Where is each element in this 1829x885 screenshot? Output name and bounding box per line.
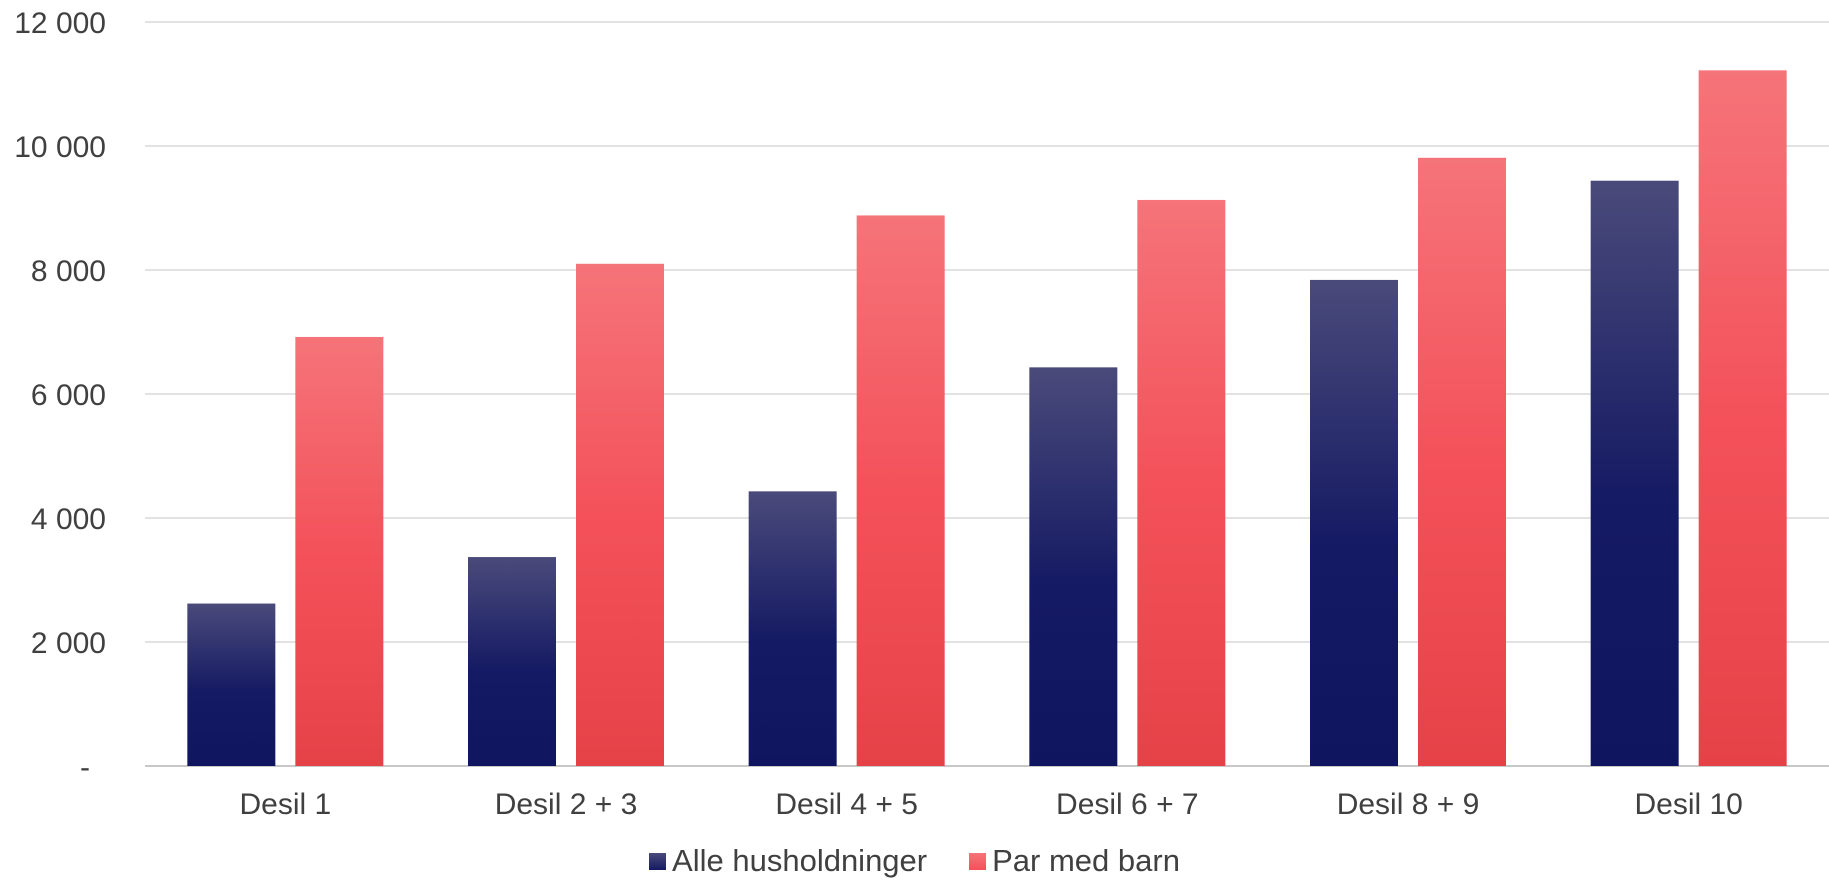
bars [187,70,1787,767]
legend: Alle husholdninger Par med barn [0,843,1829,879]
x-tick-label: Desil 4 + 5 [775,788,918,821]
y-tick-label: - [80,751,90,784]
x-tick-label: Desil 2 + 3 [495,788,638,821]
x-tick-label: Desil 1 [239,788,331,821]
y-tick-label: 2 000 [31,627,106,660]
bar-par-med-barn [295,336,384,766]
x-axis-tick-labels: Desil 1 Desil 2 + 3 Desil 4 + 5 Desil 6 + 7… [239,788,1742,821]
gridlines [145,21,1829,767]
bar-par-med-barn [1698,70,1787,767]
legend-swatch-series-2 [969,852,987,870]
bar-par-med-barn [1418,157,1506,766]
y-axis-tick-labels: - 2 000 4 000 6 000 8 000 10 000 12 000 [14,7,106,784]
y-tick-label: 8 000 [31,255,106,288]
bar-alle-husholdninger [748,491,837,766]
bar-alle-husholdninger [1029,367,1118,766]
bar-alle-husholdninger [1310,279,1398,766]
bar-par-med-barn [856,215,945,766]
bar-par-med-barn [1137,199,1226,766]
y-tick-label: 6 000 [31,379,106,412]
legend-item-series-1: Alle husholdninger [649,843,927,879]
x-tick-label: Desil 10 [1634,788,1742,821]
legend-label-series-2: Par med barn [992,843,1180,878]
bar-alle-husholdninger [187,603,276,766]
bar-alle-husholdninger [468,557,556,766]
bar-alle-husholdninger [1590,180,1679,767]
legend-item-series-2: Par med barn [969,843,1180,879]
bar-par-med-barn [576,263,664,766]
y-tick-label: 4 000 [31,503,106,536]
legend-label-series-1: Alle husholdninger [672,843,928,878]
y-tick-label: 10 000 [14,131,106,164]
x-tick-label: Desil 6 + 7 [1056,788,1199,821]
legend-swatch-series-1 [649,852,667,870]
y-tick-label: 12 000 [14,7,106,40]
x-tick-label: Desil 8 + 9 [1337,788,1480,821]
